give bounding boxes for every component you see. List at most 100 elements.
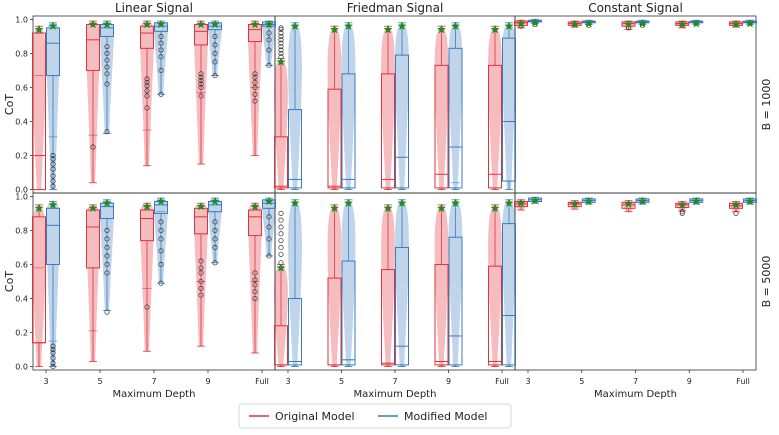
iqr-box [381, 269, 395, 366]
y-tick-label: 0.8 [15, 49, 28, 58]
flier-point [278, 30, 284, 36]
flier-point [212, 50, 218, 56]
x-tick-label: 5 [97, 377, 102, 386]
violin-shape [341, 199, 356, 367]
flier-point [90, 144, 96, 150]
mean-star [745, 18, 755, 28]
mean-star [290, 198, 300, 208]
flier-point [679, 210, 685, 216]
x-tick-label: 5 [579, 377, 584, 386]
flier-point [104, 227, 110, 233]
mean-star [731, 19, 741, 29]
flier-point [278, 224, 284, 230]
original-box [381, 25, 395, 190]
mean-star [210, 196, 220, 206]
flier-point [158, 280, 164, 286]
flier-point [198, 278, 204, 285]
mean-star [48, 200, 58, 209]
flier-point [158, 227, 164, 233]
legend-label-modified: Modified Model [404, 410, 487, 423]
mean-star [490, 24, 500, 34]
mean-star [102, 198, 112, 208]
mean-star [196, 19, 206, 29]
flier-point [212, 260, 218, 266]
mean-star [516, 18, 526, 28]
mean-star [142, 19, 152, 29]
mean-star [250, 19, 260, 29]
flier-point [278, 33, 284, 39]
mean-star [210, 19, 220, 29]
mean-star [250, 201, 260, 211]
violin-shape [488, 204, 502, 367]
mean-star [142, 201, 152, 211]
original-box [86, 20, 100, 184]
mean-star [450, 198, 461, 208]
flier-point [278, 27, 284, 33]
x-tick-label: 5 [339, 377, 344, 386]
flier-point [278, 37, 284, 43]
x-axis-title: Maximum Depth [594, 389, 677, 400]
flier-point [252, 84, 258, 91]
modified-box [448, 22, 463, 190]
mean-star [504, 198, 514, 208]
y-tick-label: 1.0 [15, 192, 28, 201]
original-box [488, 204, 502, 367]
flier-point [104, 270, 110, 276]
flier-point [198, 81, 204, 87]
modified-box [208, 20, 222, 79]
modified-box [46, 22, 60, 190]
iqr-box [341, 260, 356, 366]
original-box [274, 25, 288, 190]
flier-point [144, 76, 150, 82]
flier-point [266, 214, 272, 220]
iqr-box [140, 209, 154, 242]
flier-point [733, 210, 739, 216]
flier-point [144, 304, 150, 310]
violin-shape [488, 26, 502, 190]
flier-point [158, 236, 164, 242]
flier-point [144, 88, 150, 94]
flier-point [144, 105, 150, 111]
mean-star [623, 19, 634, 29]
flier-point [278, 50, 284, 56]
mean-star [490, 203, 500, 213]
panel-frame [514, 15, 757, 194]
flier-point [50, 156, 56, 162]
flier-point [104, 44, 110, 50]
iqr-box [341, 73, 356, 189]
flier-point [50, 153, 56, 159]
iqr-box [288, 298, 302, 366]
original-box [140, 20, 154, 167]
flier-point [252, 91, 258, 97]
y-axis-title: CoT [3, 271, 16, 292]
mean-star [264, 19, 274, 29]
modified-box [288, 22, 302, 190]
iqr-box [46, 207, 60, 265]
flier-point [266, 224, 272, 230]
original-box [434, 25, 449, 190]
modified-box [341, 22, 356, 190]
flier-point [144, 83, 150, 89]
original-box [381, 204, 395, 367]
flier-point [278, 25, 284, 31]
legend-label-original: Original Model [275, 410, 355, 423]
mean-star [88, 203, 98, 213]
mean-star [637, 196, 648, 206]
modified-box [46, 201, 60, 370]
flier-point [50, 350, 56, 356]
flier-point [198, 93, 204, 99]
original-box [86, 204, 100, 362]
flier-point [278, 231, 284, 237]
flier-point [158, 248, 164, 254]
flier-point [252, 71, 258, 77]
original-box [434, 204, 449, 367]
flier-point [278, 210, 284, 216]
flier-point [158, 219, 164, 225]
flier-point [50, 347, 56, 353]
x-tick-label: 9 [446, 377, 451, 386]
flier-point [278, 244, 284, 251]
flier-point [252, 74, 258, 80]
flier-point [252, 270, 258, 276]
flier-point [266, 30, 272, 36]
